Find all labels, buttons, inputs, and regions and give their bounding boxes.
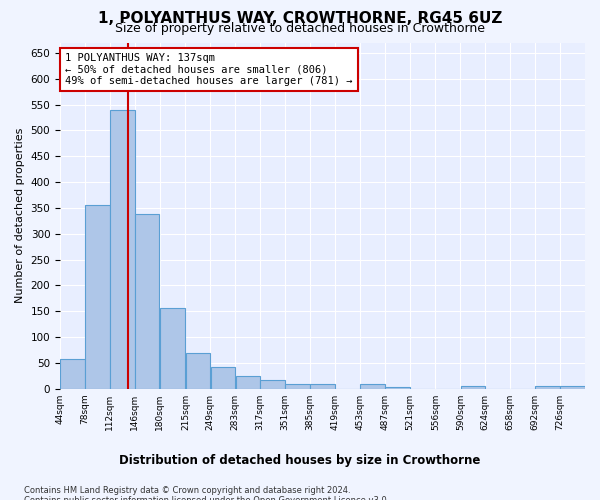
Text: Contains HM Land Registry data © Crown copyright and database right 2024.
Contai: Contains HM Land Registry data © Crown c…: [24, 486, 389, 500]
Bar: [85, 206, 110, 389]
Bar: [211, 367, 235, 389]
Bar: [260, 380, 285, 389]
Y-axis label: Number of detached properties: Number of detached properties: [15, 128, 25, 304]
Bar: [185, 352, 210, 389]
Text: 1 POLYANTHUS WAY: 137sqm
← 50% of detached houses are smaller (806)
49% of semi-: 1 POLYANTHUS WAY: 137sqm ← 50% of detach…: [65, 53, 353, 86]
Bar: [60, 359, 85, 389]
Bar: [360, 384, 385, 389]
Bar: [560, 386, 585, 389]
Bar: [535, 386, 560, 389]
Text: 1, POLYANTHUS WAY, CROWTHORNE, RG45 6UZ: 1, POLYANTHUS WAY, CROWTHORNE, RG45 6UZ: [98, 11, 502, 26]
Bar: [461, 386, 485, 389]
Bar: [110, 110, 134, 389]
Bar: [286, 384, 310, 389]
Bar: [135, 214, 160, 389]
Text: Size of property relative to detached houses in Crowthorne: Size of property relative to detached ho…: [115, 22, 485, 35]
Text: Distribution of detached houses by size in Crowthorne: Distribution of detached houses by size …: [119, 454, 481, 467]
Bar: [310, 384, 335, 389]
Bar: [385, 386, 410, 389]
Bar: [160, 308, 185, 389]
Bar: [236, 376, 260, 389]
